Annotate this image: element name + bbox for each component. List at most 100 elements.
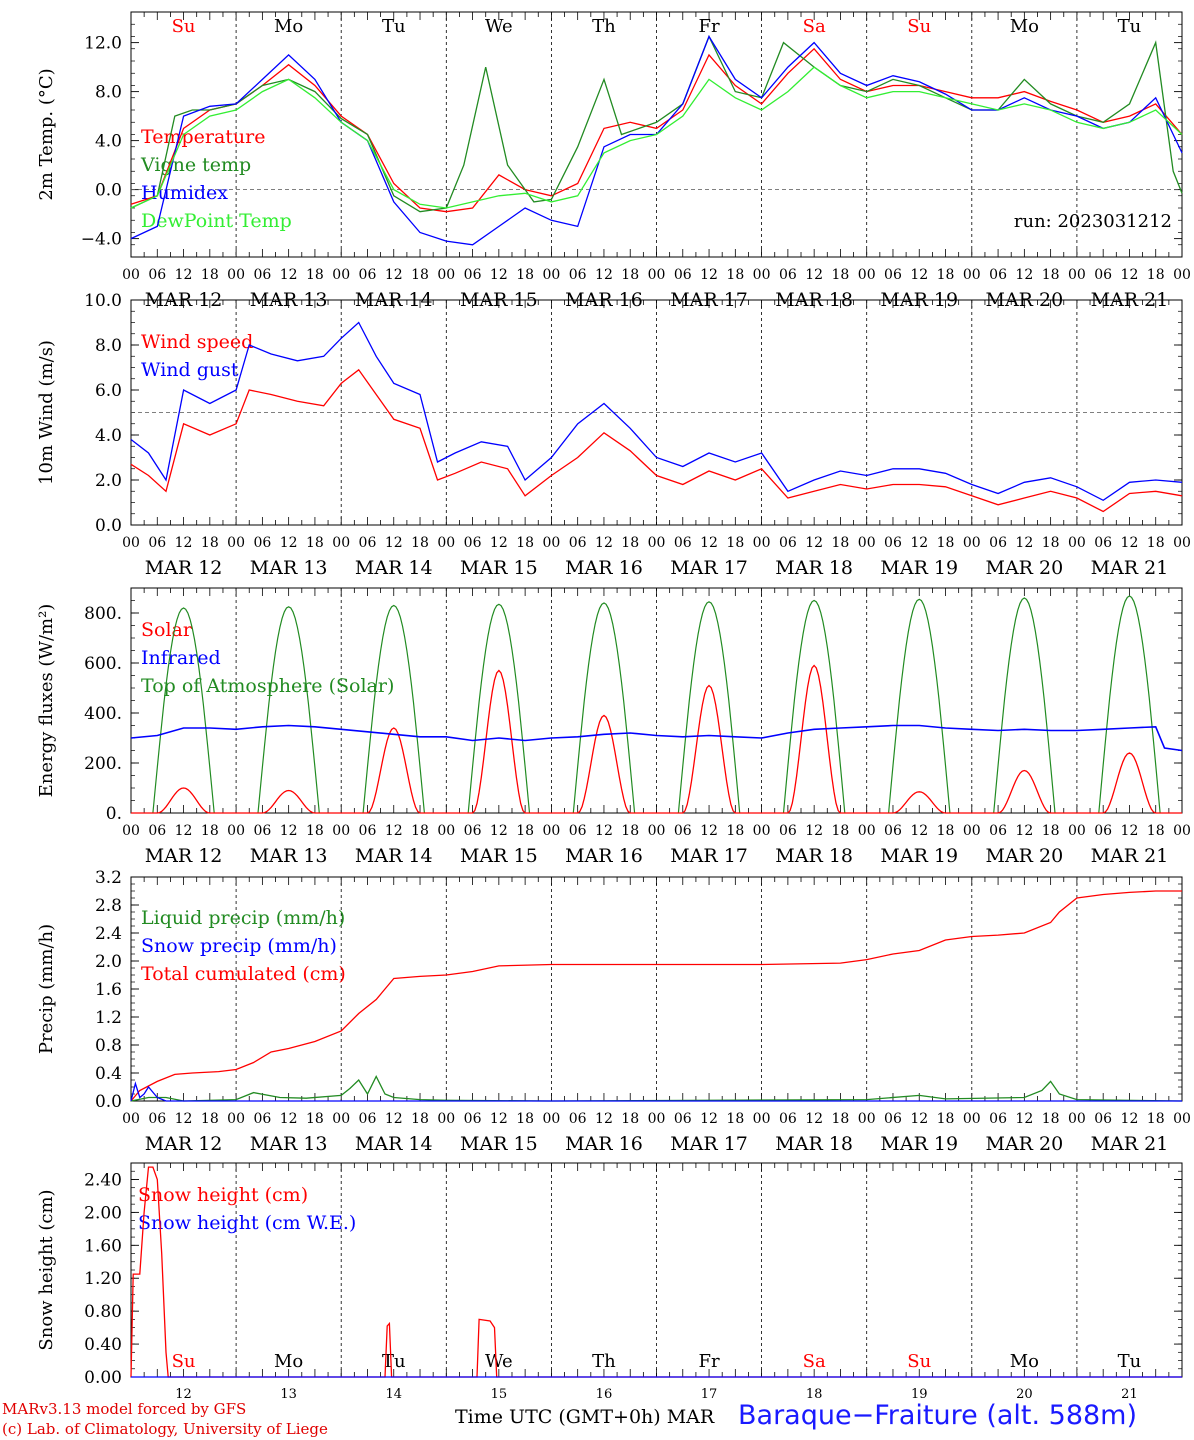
hour-label: 12 — [805, 823, 823, 839]
hour-label: 00 — [227, 1111, 245, 1127]
date-label: MAR 21 — [1091, 1133, 1169, 1155]
hour-label: 12 — [175, 267, 193, 283]
weekday-label: Mo — [1010, 1351, 1039, 1372]
hour-label: 06 — [359, 823, 377, 839]
hour-label: 18 — [726, 535, 744, 551]
y-axis-label: 10m Wind (m/s) — [36, 340, 57, 485]
model-credit: MARv3.13 model forced by GFS — [2, 1400, 247, 1418]
hour-label: 18 — [201, 823, 219, 839]
legend-entry: Wind speed — [141, 331, 253, 353]
hour-label: 18 — [1147, 535, 1165, 551]
weekday-label: Mo — [1010, 16, 1039, 37]
toa-solar-line — [572, 602, 636, 814]
solar-line — [1076, 752, 1182, 814]
hour-label: 06 — [148, 535, 166, 551]
hour-label: 00 — [122, 1111, 140, 1127]
hour-label: 12 — [910, 1111, 928, 1127]
day-number-label: 15 — [491, 1387, 508, 1402]
hour-label: 12 — [700, 535, 718, 551]
hour-label: 18 — [306, 267, 324, 283]
hour-label: 18 — [1042, 823, 1060, 839]
hour-label: 06 — [884, 823, 902, 839]
hour-label: 12 — [280, 823, 298, 839]
hour-label: 00 — [1068, 823, 1086, 839]
hour-label: 00 — [332, 267, 350, 283]
hour-label: 12 — [805, 1111, 823, 1127]
date-label: MAR 20 — [985, 557, 1063, 579]
y-tick-label: 800. — [84, 604, 122, 624]
toa-solar-line — [993, 597, 1056, 814]
hour-label: 00 — [963, 1111, 981, 1127]
hour-label: 06 — [884, 1111, 902, 1127]
hour-label: 12 — [910, 823, 928, 839]
date-label: MAR 17 — [670, 845, 748, 867]
day-number-label: 12 — [175, 1387, 192, 1402]
y-tick-label: 0.0 — [95, 516, 122, 536]
panel-4: 0.0 0.4 0.8 1.2 1.6 2.0 2.4 2.8 3.2 Precip (mm/h)… — [36, 868, 1191, 1155]
hour-label: 06 — [464, 823, 482, 839]
hour-label: 00 — [753, 823, 771, 839]
solar-line — [656, 684, 762, 814]
hour-label: 00 — [1068, 267, 1086, 283]
hour-label: 18 — [1147, 267, 1165, 283]
panel-2: 0.0 2.0 4.0 6.0 8.0 10.0 10m Wind (m/s) 00 06 12 1… — [36, 291, 1191, 579]
hour-label: 06 — [148, 1111, 166, 1127]
dewpoint-temp-line — [130, 66, 1183, 209]
date-label: MAR 17 — [670, 1133, 748, 1155]
hour-label: 18 — [621, 1111, 639, 1127]
hour-label: 12 — [595, 823, 613, 839]
hour-label: 12 — [595, 535, 613, 551]
hour-label: 06 — [359, 267, 377, 283]
hour-label: 06 — [779, 267, 797, 283]
hour-label: 18 — [516, 823, 534, 839]
hour-label: 18 — [1042, 535, 1060, 551]
y-tick-label: 1.6 — [95, 980, 122, 1000]
hour-label: 12 — [385, 267, 403, 283]
date-label: MAR 16 — [565, 845, 643, 867]
hour-label: 12 — [175, 535, 193, 551]
y-tick-label: 8.0 — [95, 83, 122, 103]
hour-label: 00 — [542, 1111, 560, 1127]
hour-label: 06 — [464, 535, 482, 551]
date-label: MAR 15 — [460, 557, 538, 579]
weekday-label: Tu — [1118, 16, 1142, 37]
hour-label: 00 — [1173, 1111, 1191, 1127]
station-title: Baraque−Fraiture (alt. 588m) — [738, 1400, 1138, 1431]
toa-solar-line — [152, 607, 215, 814]
date-label: MAR 15 — [460, 1133, 538, 1155]
y-tick-label: 0.4 — [95, 1064, 122, 1084]
hour-label: 12 — [490, 267, 508, 283]
hour-label: 18 — [516, 1111, 534, 1127]
hour-label: 06 — [253, 823, 271, 839]
toa-solar-line — [888, 598, 951, 814]
hour-label: 06 — [253, 1111, 271, 1127]
y-tick-label: 600. — [84, 654, 122, 674]
date-label: MAR 19 — [880, 845, 958, 867]
hour-label: 18 — [201, 1111, 219, 1127]
hour-label: 18 — [306, 1111, 324, 1127]
hour-label: 06 — [359, 535, 377, 551]
hour-label: 00 — [542, 823, 560, 839]
y-tick-label: 0. — [106, 804, 122, 824]
hour-label: 12 — [385, 535, 403, 551]
date-label: MAR 18 — [775, 845, 853, 867]
hour-label: 18 — [411, 823, 429, 839]
vigne-temp-line — [130, 34, 1183, 213]
y-tick-label: 200. — [84, 754, 122, 774]
hour-label: 06 — [569, 535, 587, 551]
toa-solar-line — [1098, 595, 1161, 814]
hour-label: 00 — [332, 823, 350, 839]
hour-label: 00 — [227, 535, 245, 551]
hour-label: 06 — [253, 535, 271, 551]
day-number-label: 20 — [1016, 1387, 1033, 1402]
hour-label: 12 — [490, 823, 508, 839]
hour-label: 12 — [1015, 535, 1033, 551]
hour-label: 18 — [1042, 267, 1060, 283]
hour-label: 18 — [937, 823, 955, 839]
solar-line — [341, 727, 447, 814]
panel-3: 0. 200. 400. 600. 800. Energy fluxes (W/m²) 00… — [36, 587, 1191, 867]
hour-label: 06 — [674, 1111, 692, 1127]
legend-entry: Snow precip (mm/h) — [141, 935, 337, 957]
hour-label: 00 — [332, 1111, 350, 1127]
hour-label: 00 — [858, 267, 876, 283]
